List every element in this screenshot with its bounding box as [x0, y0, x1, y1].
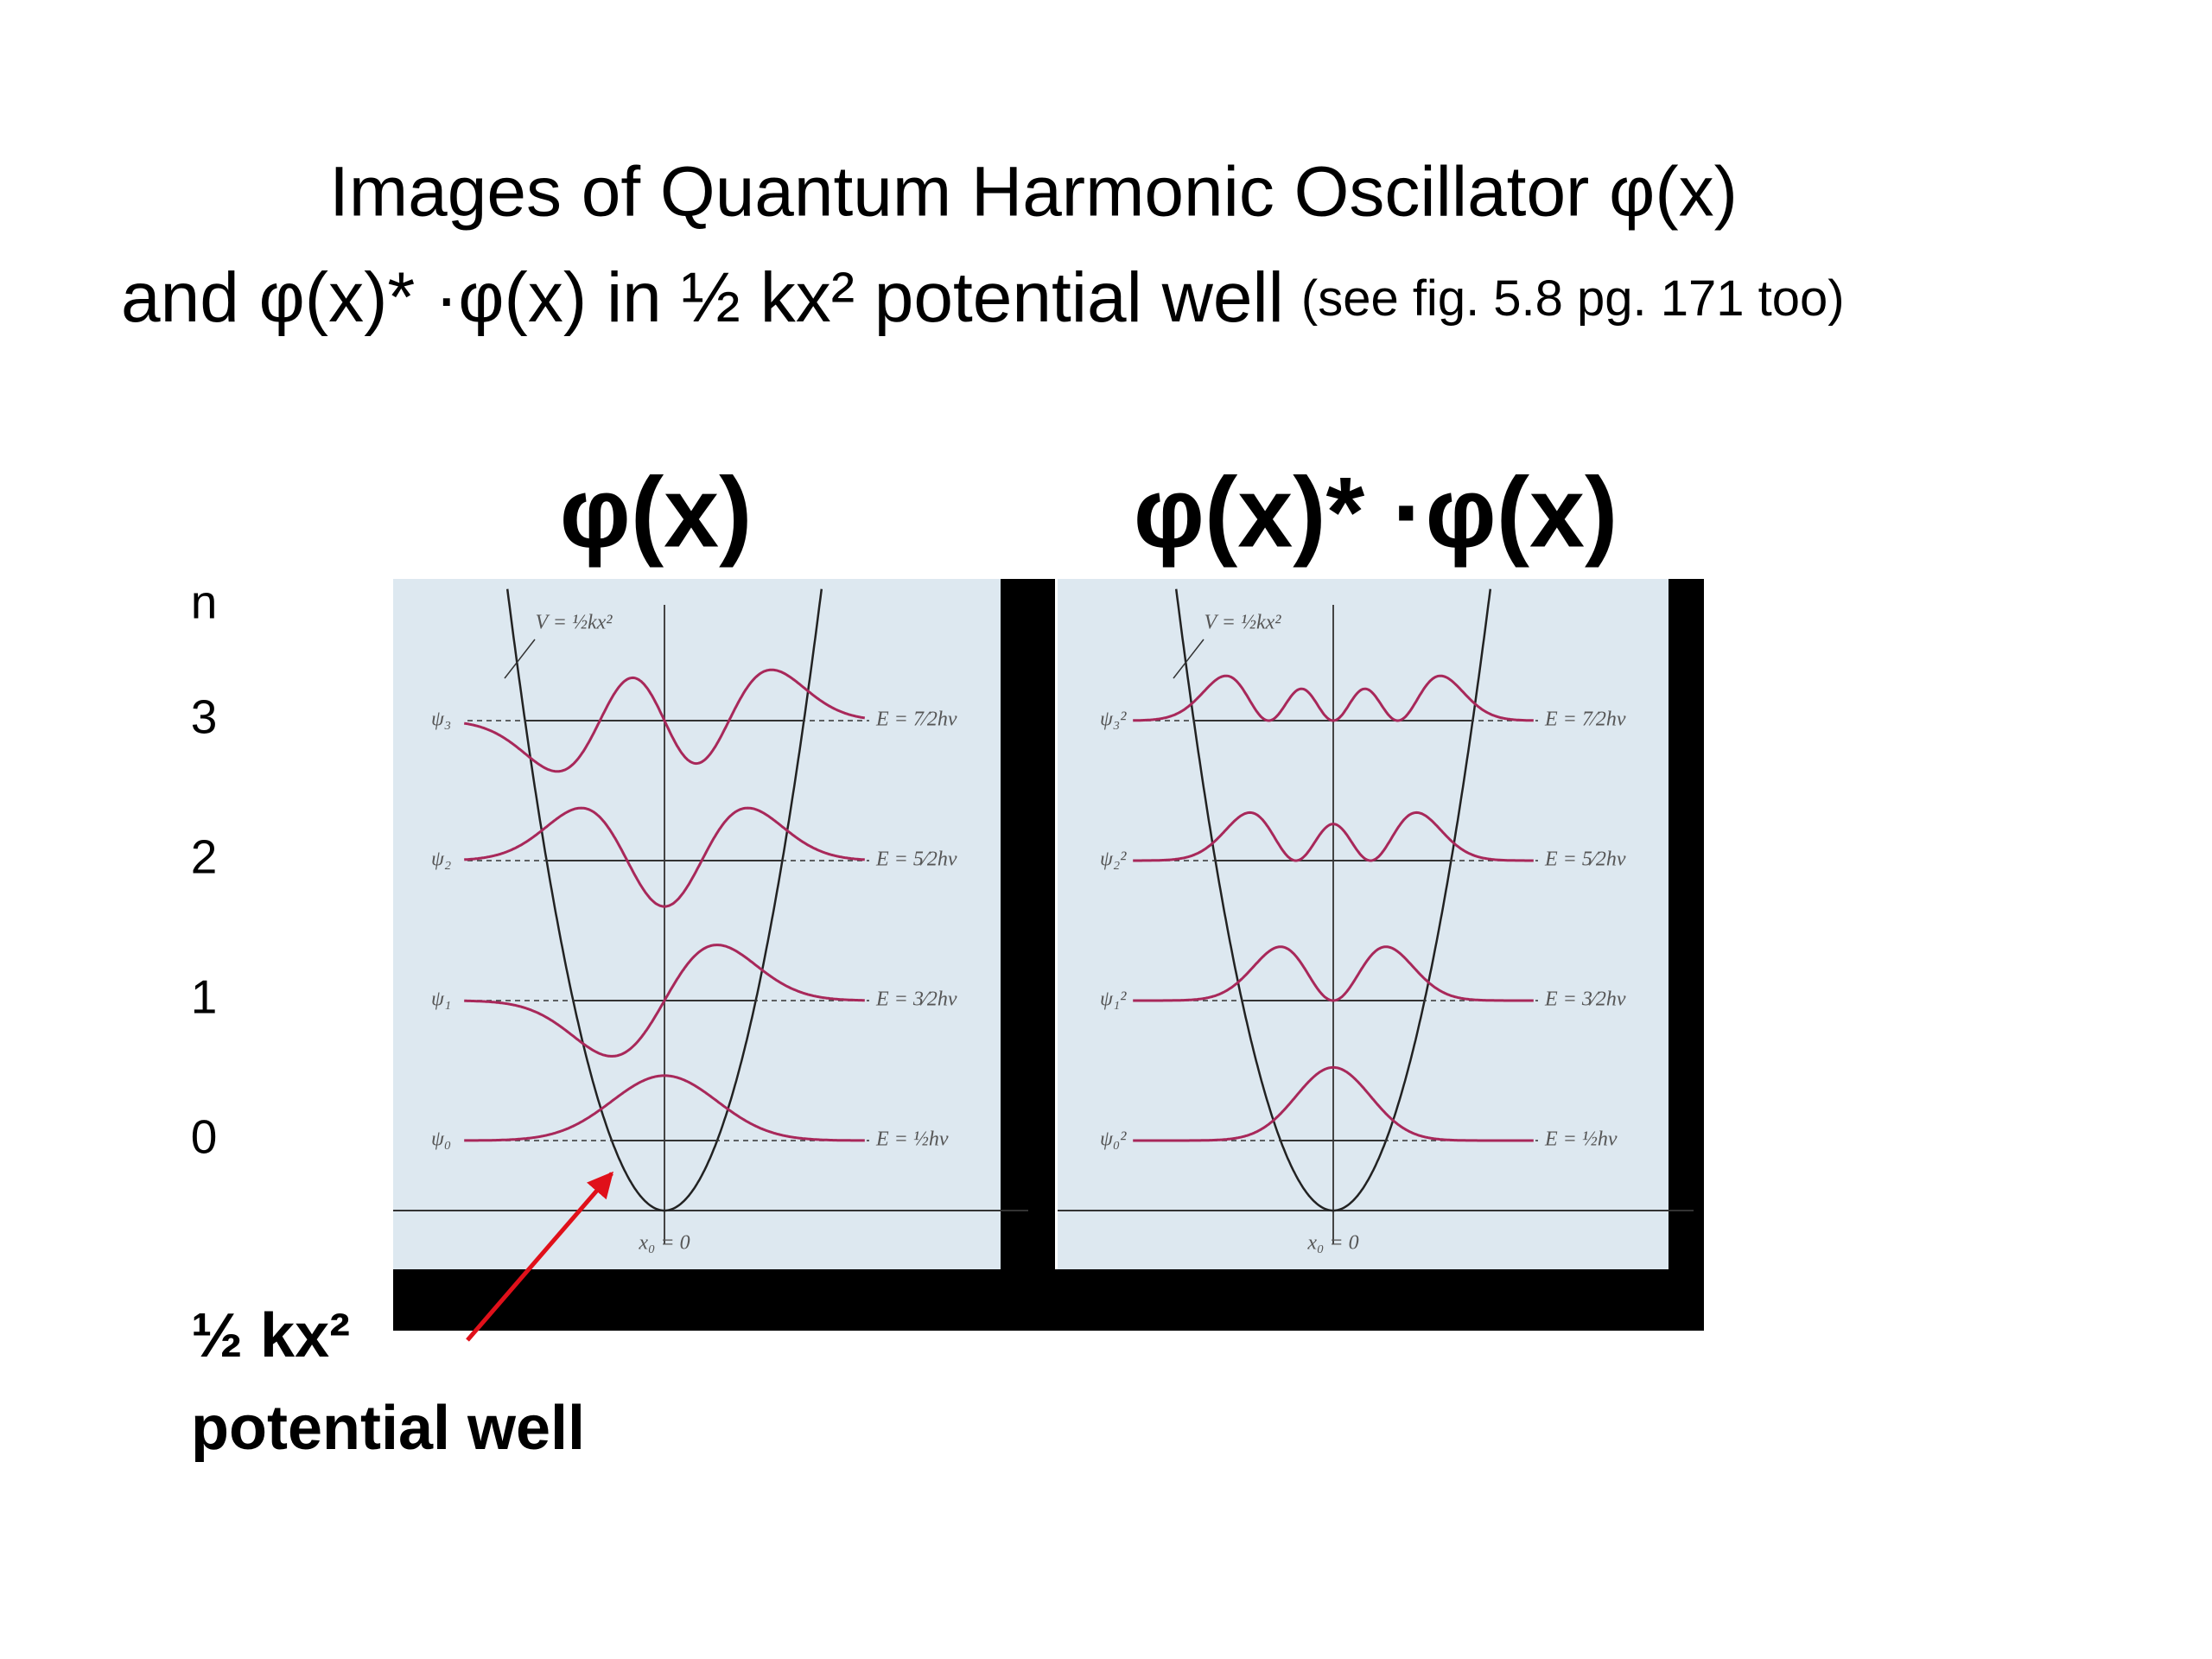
- n-level: 1: [191, 970, 218, 1024]
- leader: [1173, 639, 1205, 679]
- energy-label: E = 3⁄2hν: [875, 988, 957, 1011]
- potential-label: V = ½kx²: [536, 612, 613, 634]
- annotation: potential well: [191, 1394, 585, 1463]
- wave-curve: [464, 806, 865, 908]
- energy-label: E = 7⁄2hν: [875, 709, 957, 731]
- state-label: ψ₃: [431, 709, 451, 731]
- origin-label: x₀ = 0: [1306, 1232, 1358, 1255]
- wave-curve: [1133, 1065, 1534, 1142]
- energy-label: E = 5⁄2hν: [875, 849, 957, 871]
- frame: [1001, 579, 1055, 1331]
- energy-label: E = 7⁄2hν: [1544, 709, 1626, 731]
- potential-curve: [505, 588, 823, 1212]
- annotation: ½ kx²: [191, 1301, 350, 1370]
- panel-heading: φ(x): [560, 457, 753, 568]
- wave-curve: [1133, 674, 1534, 722]
- arrow: [466, 1171, 613, 1342]
- title-line1: Images of Quantum Harmonic Oscillator φ(…: [329, 153, 1738, 232]
- state-label: ψ₂: [431, 849, 451, 871]
- origin-label: x₀ = 0: [638, 1232, 690, 1255]
- wave-curve: [1133, 810, 1534, 862]
- wave-curve: [1133, 945, 1534, 1002]
- panel-background: [1058, 579, 1669, 1269]
- state-label: ψ₃²: [1100, 709, 1127, 731]
- wave-curve: [464, 1074, 865, 1142]
- panel-heading: φ(x)* ·φ(x): [1134, 457, 1618, 568]
- n-axis-label: n: [191, 575, 218, 629]
- potential-label: V = ½kx²: [1205, 612, 1282, 634]
- state-label: ψ₀: [431, 1128, 451, 1151]
- potential-curve: [1174, 588, 1492, 1212]
- state-label: ψ₀²: [1100, 1128, 1127, 1151]
- frame: [1669, 579, 1704, 1331]
- energy-label: E = ½hν: [1544, 1128, 1618, 1151]
- title-line2-main: and φ(x)* ·φ(x) in ½ kx² potential well: [121, 258, 1284, 337]
- title-line2: and φ(x)* ·φ(x) in ½ kx² potential well (…: [121, 258, 1845, 337]
- leader: [504, 639, 536, 679]
- n-level: 0: [191, 1110, 218, 1164]
- state-label: ψ₂²: [1100, 849, 1127, 871]
- state-label: ψ₁: [431, 988, 451, 1011]
- n-level: 2: [191, 830, 218, 884]
- energy-label: E = 5⁄2hν: [1544, 849, 1626, 871]
- panel-background: [393, 579, 1001, 1269]
- state-label: ψ₁²: [1100, 988, 1127, 1011]
- n-level: 3: [191, 690, 218, 744]
- wave-curve: [463, 668, 866, 773]
- energy-label: E = 3⁄2hν: [1544, 988, 1626, 1011]
- wave-curve: [464, 944, 865, 1058]
- title-note: (see fig. 5.8 pg. 171 too): [1301, 270, 1845, 327]
- energy-label: E = ½hν: [875, 1128, 949, 1151]
